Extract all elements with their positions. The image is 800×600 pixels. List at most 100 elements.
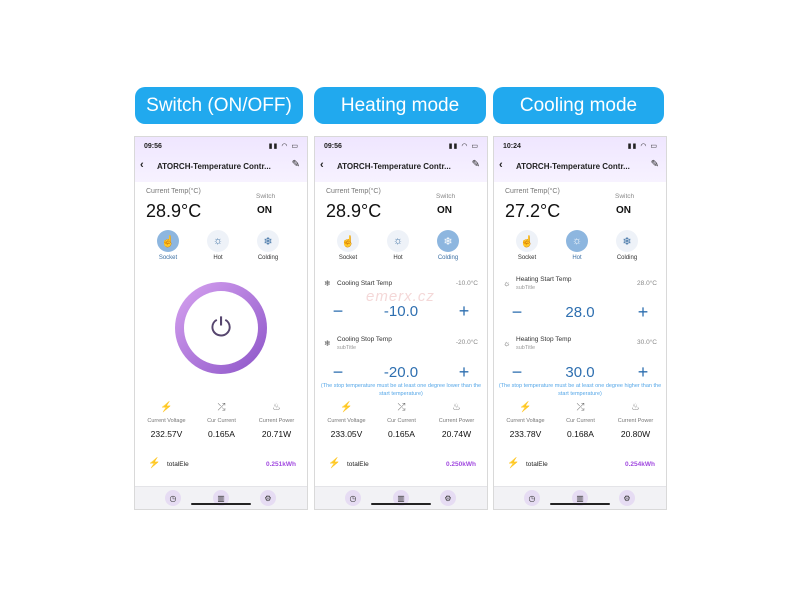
decrement-button[interactable]: − — [332, 301, 344, 321]
stop-temp-stepper: − 30.0 + — [506, 363, 654, 381]
chart-icon[interactable]: ▥ — [393, 490, 409, 506]
decrement-button[interactable]: − — [511, 302, 523, 322]
switch-value: ON — [257, 205, 272, 216]
sun-icon: ☼ — [387, 230, 409, 252]
mode-colding[interactable]: ❄ Colding — [428, 230, 468, 261]
start-temp-stepper: − 28.0 + — [506, 303, 654, 321]
start-temp-subtitle: subTitle — [516, 285, 536, 291]
bottom-nav: ◷ ▥ ⚙ — [135, 486, 307, 509]
stop-temp-label: Heating Stop Temp — [516, 336, 572, 343]
total-label: totalEle — [167, 461, 189, 468]
power-button[interactable]: ⏻ — [175, 282, 267, 374]
status-time: 09:56 — [324, 143, 342, 150]
status-time: 09:56 — [144, 143, 162, 150]
sun-icon: ☼ — [503, 279, 511, 288]
phone-cooling-mode: 10:24 ▮▮ ◠ ▭ ‹ ATORCH-Temperature Contr.… — [493, 136, 667, 510]
hand-icon: ☝ — [157, 230, 179, 252]
header-cooling: Cooling mode — [493, 87, 664, 124]
stop-temp-subtitle: subTitle — [337, 345, 357, 351]
switch-label: Switch — [615, 193, 635, 200]
snowflake-icon: ❄ — [324, 279, 331, 288]
home-indicator — [191, 503, 251, 505]
home-indicator — [550, 503, 610, 505]
status-icons: ▮▮ ◠ ▭ — [627, 143, 658, 150]
stop-temp-stepper: − -20.0 + — [327, 363, 475, 381]
metric-voltage: ⚡ Current Voltage 232.57V — [138, 402, 195, 439]
mode-socket[interactable]: ☝ Socket — [148, 230, 188, 261]
chart-icon[interactable]: ▥ — [572, 490, 588, 506]
current-temp-value: 28.9°C — [326, 201, 382, 221]
home-indicator — [371, 503, 431, 505]
gear-icon[interactable]: ⚙ — [440, 490, 456, 506]
increment-button[interactable]: + — [458, 362, 470, 382]
mode-colding[interactable]: ❄ Colding — [248, 230, 288, 261]
metric-power: ♨ Current Power 20.71W — [248, 402, 305, 439]
edit-pencil-icon[interactable]: ✎ — [650, 159, 659, 170]
edit-pencil-icon[interactable]: ✎ — [471, 159, 480, 170]
status-icons: ▮▮ ◠ ▭ — [268, 143, 299, 150]
mode-hot[interactable]: ☼ Hot — [198, 230, 238, 261]
back-arrow-icon[interactable]: ‹ — [499, 159, 503, 171]
gear-icon[interactable]: ⚙ — [619, 490, 635, 506]
snowflake-icon: ❄ — [324, 339, 331, 348]
stop-temp-value: -20.0°C — [455, 339, 478, 346]
total-value: 0.251kWh — [266, 461, 296, 468]
lightning-icon: ⚡ — [160, 402, 173, 413]
clock-icon[interactable]: ◷ — [524, 490, 540, 506]
decrement-button[interactable]: − — [511, 362, 523, 382]
lightning-icon: ⚡ — [519, 402, 532, 413]
snowflake-icon: ❄ — [437, 230, 459, 252]
start-temp-label: Heating Start Temp — [516, 276, 572, 283]
power-icon: ⏻ — [184, 291, 258, 365]
total-value: 0.250kWh — [446, 461, 476, 468]
metric-current: ⤮ Cur Current 0.165A — [193, 402, 250, 439]
snowflake-icon: ❄ — [257, 230, 279, 252]
decrement-button[interactable]: − — [332, 362, 344, 382]
back-arrow-icon[interactable]: ‹ — [320, 159, 324, 171]
current-temp-label: Current Temp(°C) — [505, 188, 560, 195]
current-temp-label: Current Temp(°C) — [146, 188, 201, 195]
switch-label: Switch — [436, 193, 456, 200]
temperature-note: (The stop temperature must be at least o… — [498, 383, 662, 397]
start-temp-value: 28.0°C — [637, 280, 657, 287]
increment-button[interactable]: + — [458, 301, 470, 321]
status-time: 10:24 — [503, 143, 521, 150]
hand-icon: ☝ — [337, 230, 359, 252]
page-title: ATORCH-Temperature Contr... — [157, 162, 271, 171]
increment-button[interactable]: + — [637, 302, 649, 322]
clock-icon[interactable]: ◷ — [165, 490, 181, 506]
phone-heating-mode: 09:56 ▮▮ ◠ ▭ ‹ ATORCH-Temperature Contr.… — [314, 136, 488, 510]
temperature-note: (The stop temperature must be at least o… — [320, 383, 482, 397]
phone-switch: 09:56 ▮▮ ◠ ▭ ‹ ATORCH-Temperature Contr.… — [134, 136, 308, 510]
page-title: ATORCH-Temperature Contr... — [516, 162, 630, 171]
clock-icon[interactable]: ◷ — [345, 490, 361, 506]
shuffle-icon: ⤮ — [576, 402, 585, 413]
mode-colding[interactable]: ❄ Colding — [607, 230, 647, 261]
shuffle-icon: ⤮ — [397, 402, 406, 413]
edit-pencil-icon[interactable]: ✎ — [291, 159, 300, 170]
stop-temp-label: Cooling Stop Temp — [337, 336, 392, 343]
mode-hot[interactable]: ☼ Hot — [557, 230, 597, 261]
bottom-nav: ◷ ▥ ⚙ — [494, 486, 666, 509]
mode-socket[interactable]: ☝ Socket — [507, 230, 547, 261]
sun-icon: ☼ — [503, 339, 511, 348]
current-temp-value: 28.9°C — [146, 201, 202, 221]
mode-socket[interactable]: ☝ Socket — [328, 230, 368, 261]
stop-temp-subtitle: subTitle — [516, 345, 536, 351]
mode-hot[interactable]: ☼ Hot — [378, 230, 418, 261]
chart-icon[interactable]: ▥ — [213, 490, 229, 506]
sun-icon: ☼ — [207, 230, 229, 252]
metric-current: ⤮ Cur Current 0.165A — [373, 402, 430, 439]
stop-temp-value: 30.0°C — [637, 339, 657, 346]
back-arrow-icon[interactable]: ‹ — [140, 159, 144, 171]
flame-icon: ♨ — [452, 402, 461, 413]
gear-icon[interactable]: ⚙ — [260, 490, 276, 506]
total-label: totalEle — [526, 461, 548, 468]
watermark: emerx.cz — [366, 288, 435, 305]
status-icons: ▮▮ ◠ ▭ — [448, 143, 479, 150]
increment-button[interactable]: + — [637, 362, 649, 382]
hand-icon: ☝ — [516, 230, 538, 252]
sun-icon: ☼ — [566, 230, 588, 252]
energy-icon: ⚡ — [148, 458, 161, 469]
total-label: totalEle — [347, 461, 369, 468]
